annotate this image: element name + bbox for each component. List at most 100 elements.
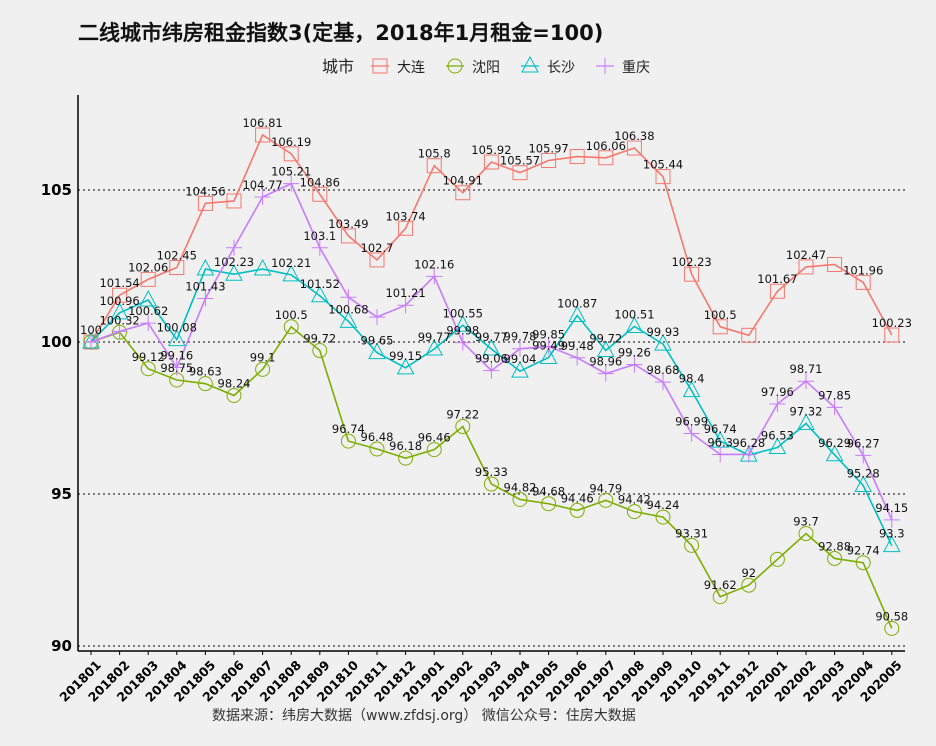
data-label: 101.54	[99, 276, 139, 290]
data-point	[540, 338, 557, 355]
data-label: 96.74	[332, 422, 365, 436]
data-point	[483, 476, 499, 492]
data-label: 98.71	[790, 362, 823, 376]
data-label: 94.82	[504, 480, 537, 494]
data-label: 95.33	[475, 465, 508, 479]
data-point	[310, 285, 329, 303]
series-line	[90, 325, 893, 629]
data-label: 100.51	[614, 307, 654, 321]
data-label: 102.06	[128, 260, 168, 274]
data-point	[283, 146, 299, 162]
data-label: 103.1	[303, 229, 336, 243]
data-point	[398, 450, 414, 466]
data-point	[168, 359, 185, 376]
data-label: 100.68	[328, 302, 368, 316]
series-2	[82, 258, 901, 553]
data-label: 100.62	[128, 304, 168, 318]
data-point	[226, 239, 242, 256]
series-1	[83, 319, 900, 636]
data-label: 98.4	[679, 372, 705, 386]
data-point	[255, 127, 271, 143]
y-tick-label: 95	[51, 485, 72, 503]
data-point	[827, 256, 843, 272]
data-point	[625, 316, 644, 333]
data-label: 99.12	[132, 350, 165, 364]
data-point	[282, 264, 301, 282]
data-label: 99.49	[532, 339, 565, 353]
data-point	[654, 334, 672, 351]
data-point	[712, 589, 728, 605]
data-label: 92.74	[847, 544, 880, 558]
data-label: 99.72	[303, 332, 336, 346]
data-point	[197, 376, 213, 392]
data-point	[426, 158, 442, 174]
data-point	[398, 220, 414, 236]
data-point	[626, 140, 642, 156]
data-point	[682, 380, 701, 398]
data-label: 99.1	[250, 350, 276, 364]
series-line	[90, 268, 893, 547]
data-label: 97.22	[446, 408, 479, 422]
data-label: 106.06	[586, 139, 626, 153]
data-label: 100.5	[275, 308, 308, 322]
data-label: 101.52	[300, 277, 340, 291]
data-label: 100.5	[704, 308, 737, 322]
data-point	[226, 193, 242, 209]
data-point	[197, 290, 214, 307]
gridlines	[78, 189, 905, 647]
data-point	[655, 374, 671, 391]
data-label: 99.78	[504, 330, 537, 344]
data-point	[453, 315, 472, 332]
data-point	[854, 475, 873, 492]
data-label: 99.98	[446, 324, 479, 338]
data-label: 94.68	[532, 485, 565, 499]
data-label: 94.42	[618, 493, 651, 507]
data-point	[596, 340, 615, 358]
data-point	[541, 496, 557, 512]
legend-square-icon	[372, 58, 388, 74]
data-point	[340, 433, 356, 449]
chart-title: 二线城市纬房租金指数3(定基，2018年1月租金=100)	[78, 21, 603, 45]
data-point	[568, 305, 587, 323]
data-point	[683, 425, 700, 442]
data-point	[312, 343, 328, 359]
data-point	[740, 446, 757, 463]
data-label: 94.15	[875, 501, 908, 515]
data-label: 96.99	[675, 415, 708, 429]
data-label: 105.21	[271, 165, 311, 179]
data-label: 100.08	[157, 321, 197, 335]
y-tick-label: 105	[41, 181, 72, 199]
data-point	[768, 437, 787, 454]
data-point	[139, 289, 158, 307]
data-label: 98.24	[218, 377, 251, 391]
data-label: 99.04	[504, 352, 537, 366]
series-line	[90, 133, 893, 343]
data-point	[312, 186, 328, 202]
data-point	[255, 361, 271, 377]
chart-caption: 数据来源：纬房大数据（www.zfdsj.org） 微信公众号：住房大数据	[212, 708, 636, 724]
data-label: 99.72	[589, 332, 622, 346]
data-label: 104.56	[185, 184, 225, 198]
data-label: 99.15	[389, 349, 422, 363]
data-point	[454, 334, 471, 351]
data-label: 90.58	[875, 609, 908, 623]
data-label: 93.3	[879, 527, 905, 541]
data-label: 100	[80, 323, 102, 337]
data-point	[855, 555, 871, 571]
data-label: 94.79	[589, 481, 622, 495]
data-point	[598, 492, 614, 508]
data-point	[426, 268, 443, 285]
data-label: 94.46	[561, 491, 594, 505]
data-label: 99.16	[160, 349, 193, 363]
data-point	[483, 154, 499, 170]
data-label: 96.28	[732, 436, 765, 450]
data-point	[597, 365, 614, 382]
data-label: 105.92	[471, 143, 511, 157]
data-point	[825, 444, 844, 462]
data-point	[197, 195, 213, 211]
data-point	[112, 287, 128, 303]
data-point	[254, 188, 271, 205]
data-point	[396, 357, 415, 375]
